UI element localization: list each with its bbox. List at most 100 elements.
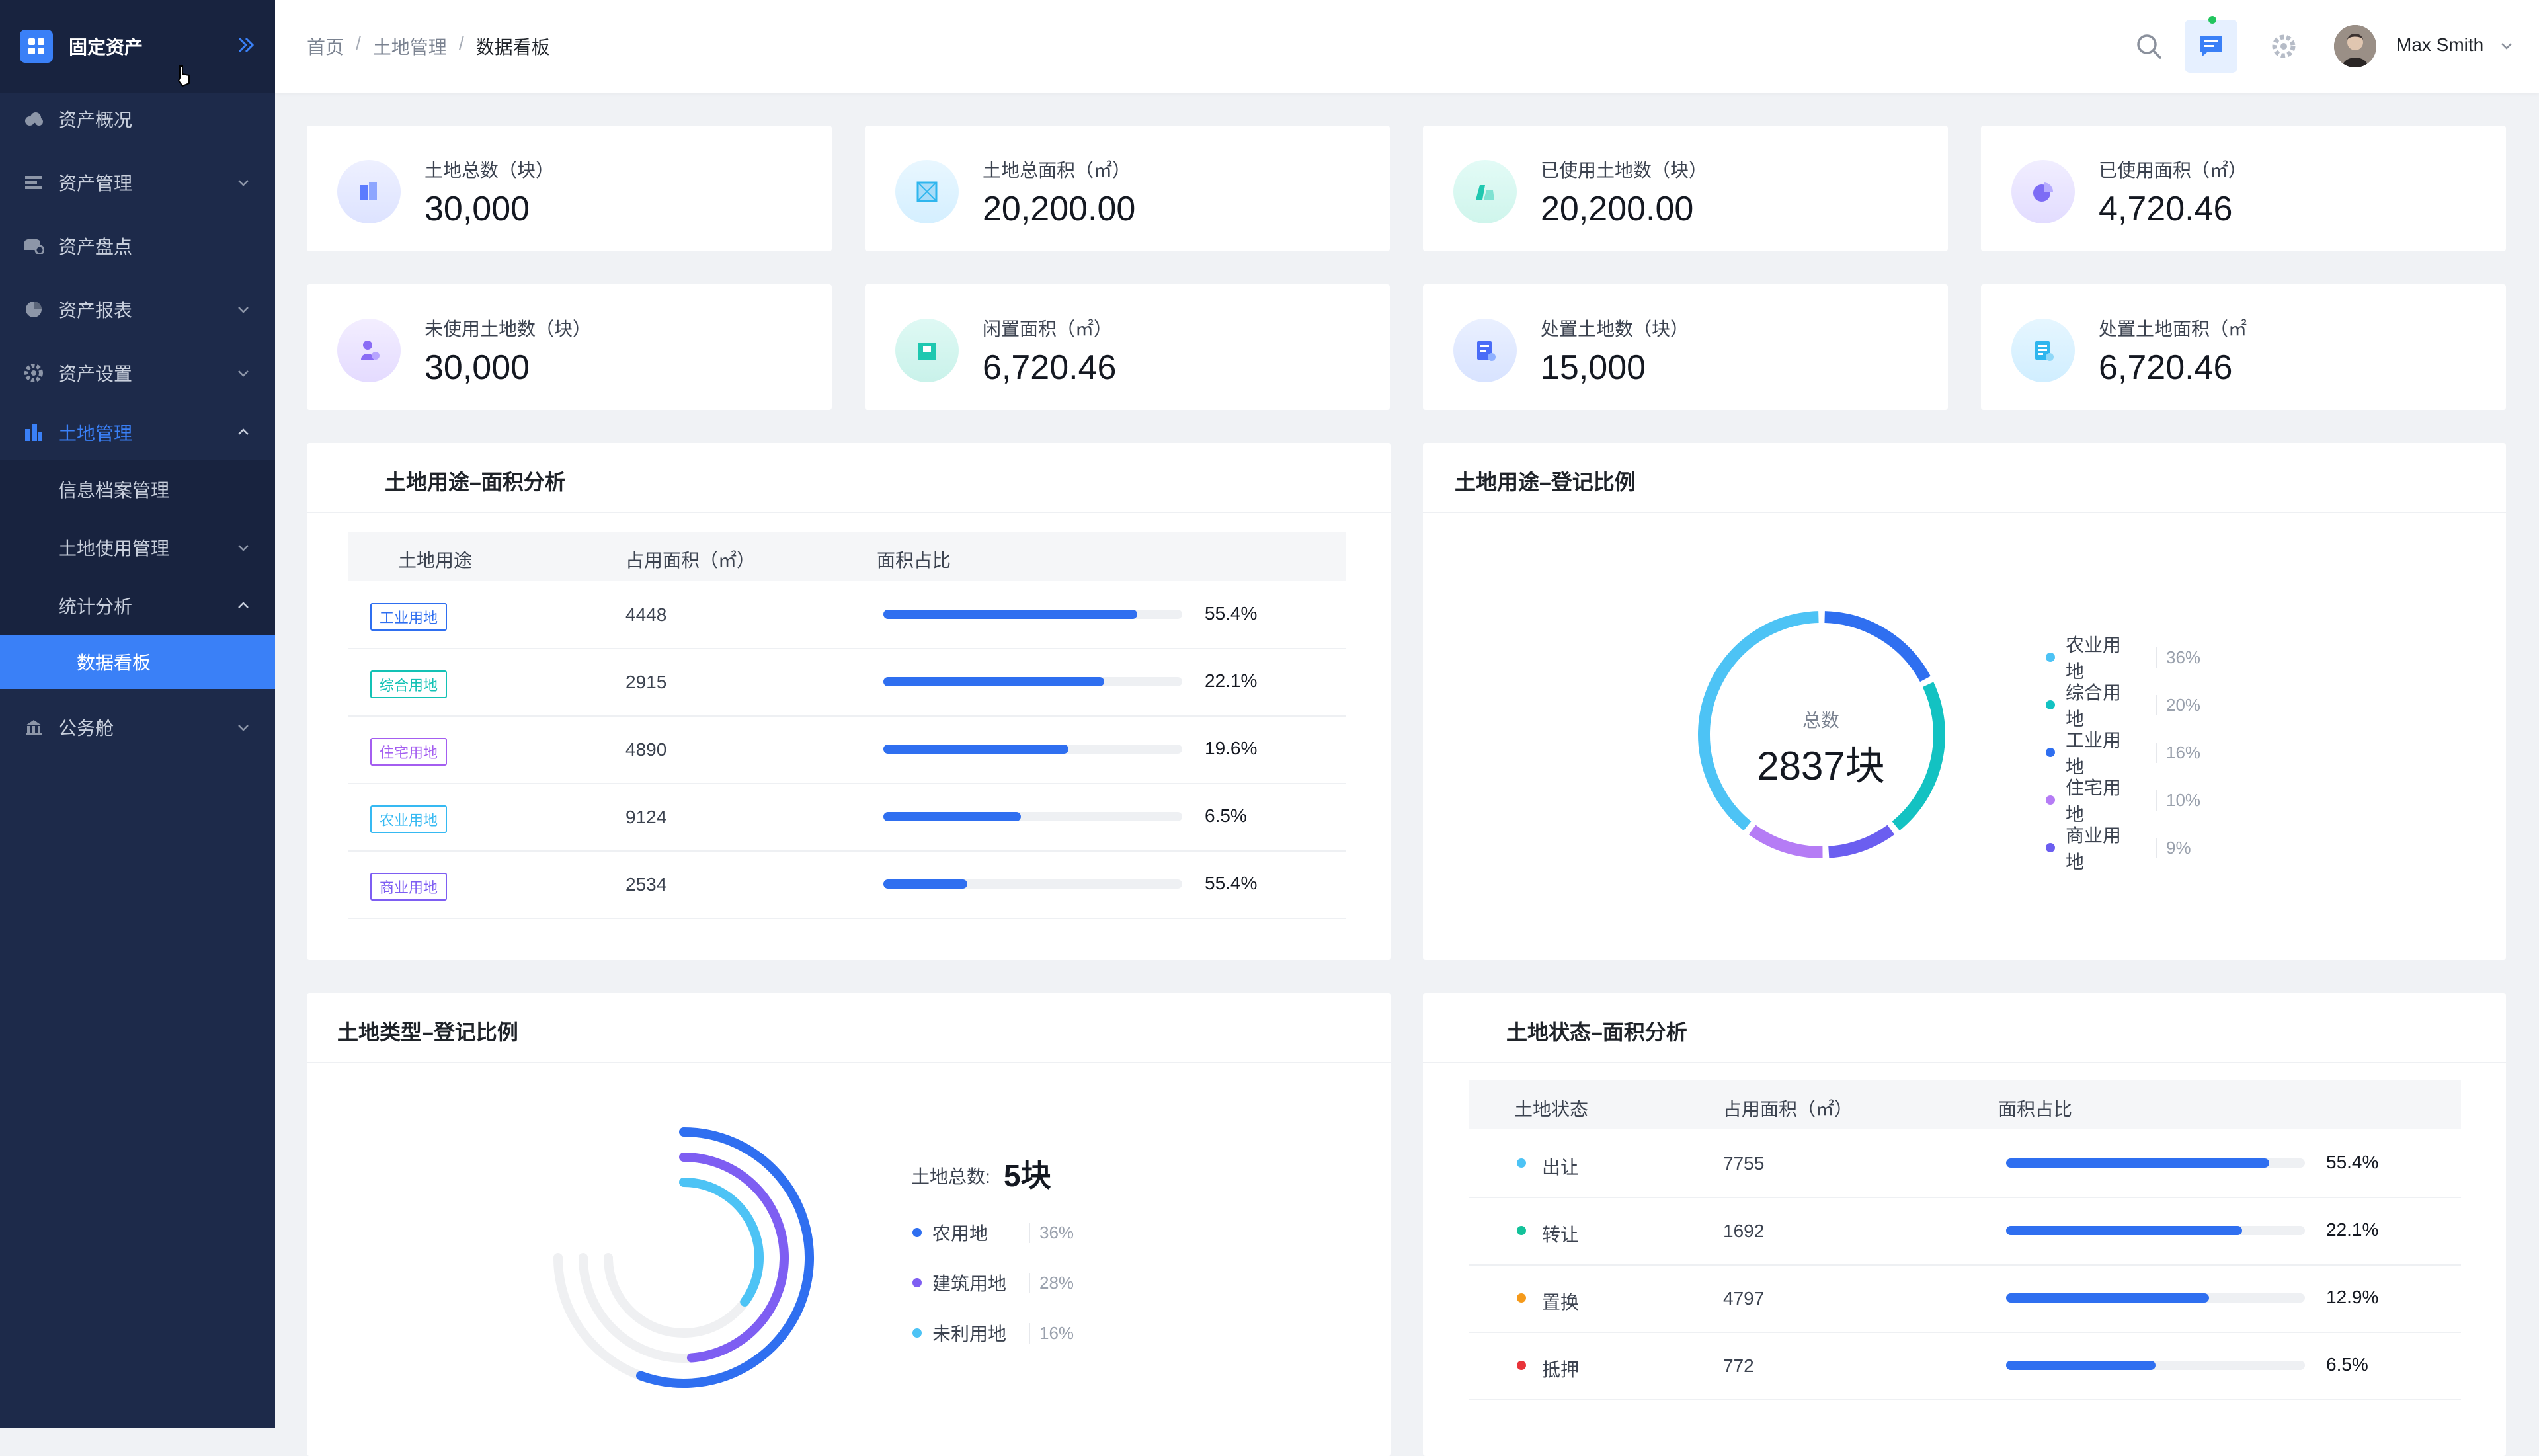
area-value: 4797 (1723, 1288, 1765, 1309)
legend-dot (2046, 748, 2055, 757)
ring-progress[interactable] (679, 1153, 789, 1363)
divider (1423, 1062, 2506, 1063)
donut-center-label: 总数 (1802, 710, 1839, 731)
status-name: 出让 (1542, 1157, 1580, 1178)
user-name[interactable]: Max Smith (2396, 34, 2484, 55)
percent-value: 55.4% (1205, 603, 1258, 624)
sidebar-subitem-land-use[interactable]: 土地使用管理 (0, 518, 275, 577)
stat-label: 未使用土地数（块） (424, 319, 592, 339)
legend-item[interactable]: 住宅用地 10% (2046, 774, 2200, 827)
legend-item[interactable]: 农业用地 36% (2046, 631, 2200, 684)
panel-title: 土地状态–面积分析 (1506, 1020, 1687, 1044)
table-header: 土地状态 占用面积（㎡） 面积占比 (1469, 1080, 2461, 1129)
cloud-icon (22, 108, 45, 130)
panel-type-ratio: 土地类型–登记比例 土地总数: 5块 农用地 36% 建筑用地 28% 未利用地 16% (307, 993, 1391, 1456)
sidebar-subitem-statistics[interactable]: 统计分析 (0, 577, 275, 635)
column-header: 土地用途 (398, 550, 473, 571)
progress-track (2006, 1226, 2305, 1235)
legend-item[interactable]: 未利用地 16% (912, 1320, 1074, 1346)
stat-card-used-count: 已使用土地数（块） 20,200.00 (1423, 126, 1948, 251)
sidebar-item-label: 资产概况 (58, 110, 133, 130)
chevron-down-icon (238, 545, 249, 551)
document-icon (1453, 319, 1517, 382)
column-header: 土地状态 (1514, 1099, 1589, 1119)
legend-item[interactable]: 建筑用地 28% (912, 1270, 1074, 1296)
stat-value: 20,200.00 (1541, 190, 1694, 228)
sidebar-subitem-info-archive[interactable]: 信息档案管理 (0, 460, 275, 518)
column-header: 占用面积（㎡） (625, 550, 756, 571)
legend-percent: 36% (1029, 1222, 1074, 1243)
breadcrumb-home[interactable]: 首页 (307, 37, 344, 58)
sidebar-item-business-cabin[interactable]: 公务舱 (0, 696, 275, 759)
panel-status-area: 土地状态–面积分析 土地状态 占用面积（㎡） 面积占比 出让 7755 55.4% 转… (1423, 993, 2506, 1456)
settings-icon[interactable] (2257, 20, 2310, 73)
sidebar-item-asset-inventory[interactable]: 资产盘点 (0, 214, 275, 278)
search-icon[interactable] (2122, 20, 2175, 73)
stat-value: 4,720.46 (2099, 190, 2233, 228)
status-dot (1517, 1158, 1526, 1168)
area-value: 2534 (625, 874, 667, 895)
sidebar-item-asset-settings[interactable]: 资产设置 (0, 341, 275, 405)
percent-value: 19.6% (1205, 738, 1258, 758)
breadcrumb-current: 数据看板 (475, 37, 550, 58)
sidebar-item-asset-management[interactable]: 资产管理 (0, 151, 275, 214)
sidebar-item-land-management[interactable]: 土地管理 (0, 405, 275, 460)
panel-title: 土地用途–面积分析 (385, 470, 566, 494)
chevron-up-icon (238, 428, 249, 435)
stat-label: 已使用土地数（块） (1541, 160, 1708, 181)
progress-fill (883, 812, 1021, 821)
chevron-down-icon[interactable] (2499, 38, 2514, 53)
progress-fill (2006, 1226, 2243, 1235)
legend-name: 综合用地 (2066, 682, 2122, 729)
stat-label: 处置土地数（块） (1541, 319, 1689, 339)
sidebar-subitem-dashboard[interactable]: 数据看板 (0, 635, 275, 689)
stat-value: 20,200.00 (983, 190, 1136, 228)
usage-tag: 住宅用地 (370, 738, 448, 766)
pie-icon (22, 298, 45, 321)
donut-segment[interactable] (1748, 825, 1823, 858)
status-name: 转让 (1542, 1225, 1580, 1245)
legend-percent: 10% (2156, 789, 2200, 811)
sidebar-item-asset-overview[interactable]: 资产概况 (0, 87, 275, 151)
column-header: 面积占比 (1998, 1099, 2073, 1119)
progress-fill (883, 677, 1105, 686)
legend-item[interactable]: 综合用地 20% (2046, 678, 2200, 731)
sidebar-item-asset-report[interactable]: 资产报表 (0, 278, 275, 341)
status-dot (1517, 1226, 1526, 1235)
breadcrumb-land[interactable]: 土地管理 (372, 37, 447, 58)
message-button[interactable] (2185, 16, 2237, 73)
legend-item[interactable]: 农用地 36% (912, 1219, 1074, 1246)
stat-label: 处置土地面积（㎡ (2099, 319, 2247, 339)
legend-name: 未利用地 (932, 1324, 1007, 1344)
donut-segment[interactable] (1698, 611, 1819, 831)
progress-fill (2006, 1293, 2210, 1303)
avatar[interactable] (2334, 25, 2376, 67)
percent-value: 55.4% (1205, 873, 1258, 893)
pie-chart-icon (2011, 160, 2075, 223)
status-name: 抵押 (1542, 1359, 1580, 1380)
ring-progress[interactable] (679, 1178, 764, 1307)
percent-value: 22.1% (2326, 1219, 2379, 1240)
divider (307, 1062, 1391, 1063)
stat-value: 30,000 (424, 348, 530, 387)
legend-name: 建筑用地 (932, 1274, 1007, 1294)
building-icon (22, 716, 45, 739)
breadcrumb-separator: / (356, 33, 361, 54)
sidebar-item-label: 数据看板 (77, 653, 151, 673)
breadcrumb: 首页 / 土地管理 / 数据看板 (307, 33, 550, 60)
legend-item[interactable]: 工业用地 16% (2046, 726, 2200, 779)
status-name: 置换 (1542, 1292, 1580, 1313)
area-frame-icon (895, 160, 959, 223)
stat-value: 30,000 (424, 190, 530, 228)
ring-progress[interactable] (636, 1127, 814, 1388)
legend-item[interactable]: 商业用地 9% (2046, 821, 2191, 874)
legend-percent: 16% (2156, 742, 2200, 763)
progress-track (883, 677, 1182, 686)
collapse-icon[interactable] (233, 32, 259, 58)
donut-segment[interactable] (1892, 682, 1945, 831)
legend-name: 工业用地 (2066, 730, 2122, 777)
progress-track (883, 812, 1182, 821)
donut-segment[interactable] (1824, 611, 1931, 682)
donut-segment[interactable] (1828, 825, 1895, 858)
table-row: 置换 4797 12.9% (1469, 1264, 2461, 1333)
